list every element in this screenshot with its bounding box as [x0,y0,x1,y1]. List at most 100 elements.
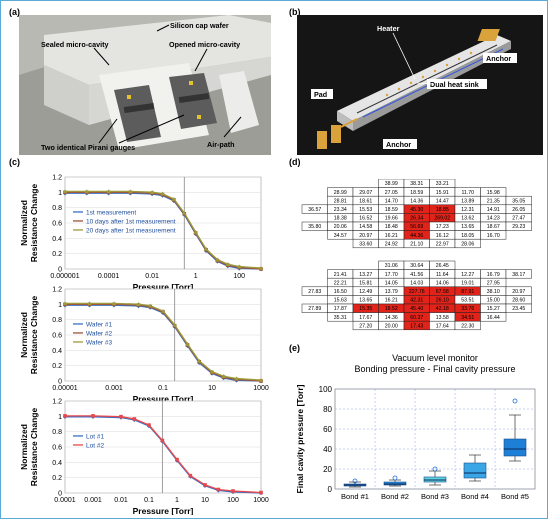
outlier [512,398,518,404]
cell-value: 15.63 [334,298,347,304]
cell-value: 12.49 [359,289,372,295]
cell-value: 11.70 [461,190,474,196]
label-pirani-gauges: Two identical Pirani gauges [41,143,135,152]
cell-value: 60.37 [410,315,423,321]
box [423,476,447,483]
x-tick-label: 1 [194,273,198,280]
panel-a-render: Silicon cap wafer Sealed micro-cavity Op… [19,15,271,155]
cell-value: 45.40 [410,306,423,312]
box [383,481,407,486]
cell-value: 44.36 [410,233,423,239]
table-cell [505,269,532,279]
panel-label-d: (d) [289,157,301,167]
x-tick-label: 0.0001 [54,497,76,504]
y-tick-label: 0.4 [52,460,62,467]
cell-value: 35.31 [334,315,347,321]
cell-value: 15.91 [436,190,449,196]
outlier [432,466,438,472]
data-point [91,414,95,418]
cell-value: 45.30 [410,207,423,213]
y-tick-label: 0.6 [52,445,62,452]
legend-entry: Lot #1 [86,433,104,440]
cell-value: 14.36 [385,315,398,321]
cell-value: 22.21 [334,280,347,286]
cell-value: 16.70 [487,233,500,239]
cell-value: 27.05 [385,190,398,196]
cell-value: 27.20 [359,323,372,329]
data-point [258,377,264,382]
cell-value: 16.79 [487,272,500,278]
data-point [215,257,220,262]
x-tick-label: Bond #4 [461,492,489,501]
cell-value: 33.76 [461,306,474,312]
legend-entry: Lot #2 [86,442,104,449]
data-point [171,196,177,201]
cell-value: 22.30 [461,323,474,329]
cell-value: 12.27 [461,272,474,278]
cell-value: 41.56 [410,272,423,278]
label-anchor-bottom: Anchor [386,140,411,149]
cell-value: 26.10 [436,298,449,304]
y-tick-label: 1.2 [52,399,62,406]
cell-value: 36.57 [308,207,321,213]
cell-value: 14.36 [410,198,423,204]
cell-value: 29.07 [359,190,372,196]
cell-value: 11.64 [436,272,449,278]
data-point [62,301,68,306]
cell-value: 31.06 [385,263,398,269]
cell-value: 15.35 [359,306,372,312]
legend-entry: 1st measurement [86,209,136,216]
heatmap-table-d-top: 38.99 38.31 33.21 28.99 29.07 27.05 18.59 15.91… [301,179,532,249]
cell-value: 227.76 [409,289,425,295]
data-point [160,438,165,443]
panel-label-e: (e) [289,343,300,353]
y-tick-label: 0.2 [52,363,62,370]
cell-value: 20.00 [385,323,398,329]
cell-value: 15.27 [487,306,500,312]
cell-value: 23.34 [334,207,347,213]
y-axis-label: Final cavity pressure [Torr] [295,384,305,493]
y-tick-label: 0.6 [52,333,62,340]
cell-value: 17.67 [359,315,372,321]
y-tick-label: 1 [58,190,62,197]
legend-entry: Wafer #2 [86,330,113,337]
y-axis-label: NormalizedResistance Change [19,408,39,487]
label-sealed-cavity: Sealed micro-cavity [41,40,109,49]
data-point [160,308,166,313]
heatmap-table-d-bottom: 31.06 30.64 26.45 21.41 13.27 17.70 41.56 11.64… [301,260,532,331]
cell-value: 28.06 [461,241,474,247]
x-tick-label: 1000 [253,497,269,504]
y-tick-label: 20 [323,465,332,474]
label-heater: Heater [377,24,400,33]
cell-value: 42.31 [410,298,423,304]
x-tick-label: 0.001 [84,497,102,504]
cell-value: 27.95 [487,280,500,286]
data-point [258,265,264,270]
cell-value: 16.21 [385,233,398,239]
x-tick-label: 100 [227,497,239,504]
x-axis-label: Pressure [Torr] [133,394,194,404]
table-cell [454,320,481,331]
data-point [106,189,111,194]
cell-value: 13.27 [359,272,372,278]
y-tick-label: 0 [58,379,62,386]
label-air-path: Air-path [207,140,235,149]
data-point [231,489,235,493]
y-tick-label: 1 [58,414,62,421]
data-point [225,262,231,267]
x-tick-label: 0.01 [114,497,128,504]
y-axis-label: NormalizedResistance Change [19,296,39,375]
cell-value: 38.10 [487,289,500,295]
cell-value: 20.97 [359,233,372,239]
cell-value: 24.92 [385,241,398,247]
cell-value: 19.66 [385,216,398,222]
label-opened-cavity: Opened micro-cavity [169,40,240,49]
cell-value: 13.79 [385,289,398,295]
cell-value: 14.47 [436,198,449,204]
cell-value: 17.64 [436,323,449,329]
cell-value: 38.99 [385,181,398,187]
cell-value: 27.89 [308,306,321,312]
cell-value: 35.80 [308,224,321,230]
x-tick-label: 1 [175,497,179,504]
